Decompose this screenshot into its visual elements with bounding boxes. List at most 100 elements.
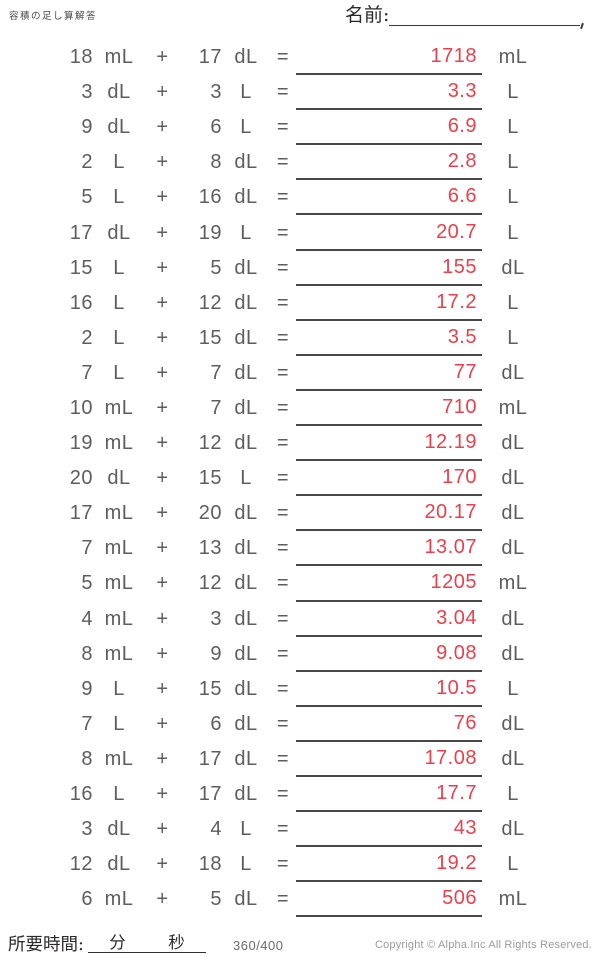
time-label: 所要時間: <box>8 935 84 955</box>
plus-sign: + <box>156 467 169 490</box>
equals-sign: = <box>276 432 290 455</box>
equals-sign: = <box>276 186 290 209</box>
answer-value: 10.5 <box>436 676 477 699</box>
operand-b-unit: dL <box>234 396 258 419</box>
equation-row: 16 L + 12 dL = 17.2 L <box>0 286 544 321</box>
operand-a-unit: dL <box>107 853 131 876</box>
operand-a: 7 <box>81 361 93 384</box>
operand-a-unit: mL <box>104 747 134 770</box>
equation-row: 4 mL + 3 dL = 3.04 dL <box>0 602 544 637</box>
operand-a-unit: mL <box>104 642 134 665</box>
equals-sign: = <box>276 747 290 770</box>
answer-unit: L <box>507 677 519 700</box>
operand-b: 15 <box>198 467 222 490</box>
equals-sign: = <box>276 818 290 841</box>
operand-a: 17 <box>69 502 93 525</box>
operand-a: 6 <box>81 888 93 911</box>
equation-row: 15 L + 5 dL = 155 dL <box>0 251 544 286</box>
operand-b-unit: dL <box>234 502 258 525</box>
equals-sign: = <box>276 607 290 630</box>
operand-a-unit: dL <box>107 818 131 841</box>
answer-value: 77 <box>453 360 477 383</box>
equals-sign: = <box>276 46 290 69</box>
operand-b: 12 <box>198 572 222 595</box>
footer: 所要時間: 分 秒 360/400 Copyright © Alpha.Inc … <box>0 928 600 957</box>
answer-value: 20.7 <box>436 220 477 243</box>
answer-value: 76 <box>453 711 477 734</box>
operand-a: 3 <box>81 81 93 104</box>
operand-b-unit: dL <box>234 677 258 700</box>
answer-value: 170 <box>442 466 477 489</box>
operand-b: 3 <box>210 607 222 630</box>
equals-sign: = <box>276 572 290 595</box>
answer-blank-line: 19.2 <box>296 847 482 883</box>
plus-sign: + <box>156 186 169 209</box>
answer-blank-line: 10.5 <box>296 672 482 707</box>
answer-blank-line: 17.2 <box>296 286 482 321</box>
equals-sign: = <box>276 151 290 174</box>
operand-b-unit: L <box>240 81 252 104</box>
operand-b-unit: dL <box>234 783 258 806</box>
doc-title: 容積の足し算解答 <box>9 11 98 22</box>
answer-blank-line: 170 <box>296 461 482 497</box>
operand-a-unit: L <box>113 291 125 314</box>
answer-blank-line: 20.17 <box>296 496 482 532</box>
operand-a-unit: mL <box>104 396 134 419</box>
answer-blank-line: 1205 <box>296 566 482 602</box>
operand-b-unit: dL <box>234 291 258 314</box>
operand-b: 17 <box>198 46 222 69</box>
equation-row: 3 dL + 4 L = 43 dL <box>0 812 544 848</box>
operand-b: 17 <box>198 783 222 806</box>
operand-a-unit: L <box>113 151 125 174</box>
time-blank-line: 分 秒 <box>88 928 206 953</box>
equation-row: 2 L + 8 dL = 2.8 L <box>0 145 544 181</box>
answer-value: 506 <box>442 887 477 910</box>
equals-sign: = <box>276 221 290 244</box>
equals-sign: = <box>276 642 290 665</box>
operand-b-unit: dL <box>234 642 258 665</box>
copyright: Copyright © Alpha.Inc All Rights Reserve… <box>374 939 592 951</box>
answer-unit: dL <box>501 712 525 735</box>
operand-a-unit: dL <box>107 116 131 139</box>
answer-blank-line: 3.3 <box>296 75 482 111</box>
answer-unit: dL <box>501 642 525 665</box>
operand-b: 8 <box>210 151 222 174</box>
operand-a-unit: mL <box>104 537 134 560</box>
plus-sign: + <box>156 818 169 841</box>
name-blank-line <box>389 7 581 26</box>
operand-a-unit: L <box>113 712 125 735</box>
equals-sign: = <box>276 502 290 525</box>
equals-sign: = <box>276 326 290 349</box>
operand-a: 2 <box>81 151 93 174</box>
answer-blank-line: 1718 <box>296 40 482 76</box>
operand-b-unit: L <box>240 467 252 490</box>
operand-b: 19 <box>198 221 222 244</box>
operand-a-unit: mL <box>104 607 134 630</box>
plus-sign: + <box>156 221 169 244</box>
equals-sign: = <box>276 677 290 700</box>
plus-sign: + <box>156 783 169 806</box>
plus-sign: + <box>156 326 169 349</box>
answer-blank-line: 6.6 <box>296 180 482 216</box>
equation-row: 5 L + 16 dL = 6.6 L <box>0 180 544 216</box>
operand-a: 7 <box>81 537 93 560</box>
operand-b-unit: dL <box>234 326 258 349</box>
operand-b: 12 <box>198 432 222 455</box>
operand-b: 15 <box>198 677 222 700</box>
operand-a-unit: dL <box>107 81 131 104</box>
plus-sign: + <box>156 853 169 876</box>
equation-row: 9 dL + 6 L = 6.9 L <box>0 110 544 146</box>
answer-blank-line: 9.08 <box>296 637 482 672</box>
operand-b: 6 <box>210 116 222 139</box>
operand-b-unit: dL <box>234 607 258 630</box>
page-indicator: 360/400 <box>233 938 284 953</box>
answer-value: 43 <box>453 817 477 840</box>
equation-row: 8 mL + 17 dL = 17.08 dL <box>0 742 544 777</box>
answer-unit: dL <box>501 361 525 384</box>
equals-sign: = <box>276 396 290 419</box>
plus-sign: + <box>156 151 169 174</box>
operand-a: 17 <box>69 221 93 244</box>
equals-sign: = <box>276 467 290 490</box>
equation-row: 2 L + 15 dL = 3.5 L <box>0 321 544 356</box>
equation-row: 7 mL + 13 dL = 13.07 dL <box>0 531 544 567</box>
